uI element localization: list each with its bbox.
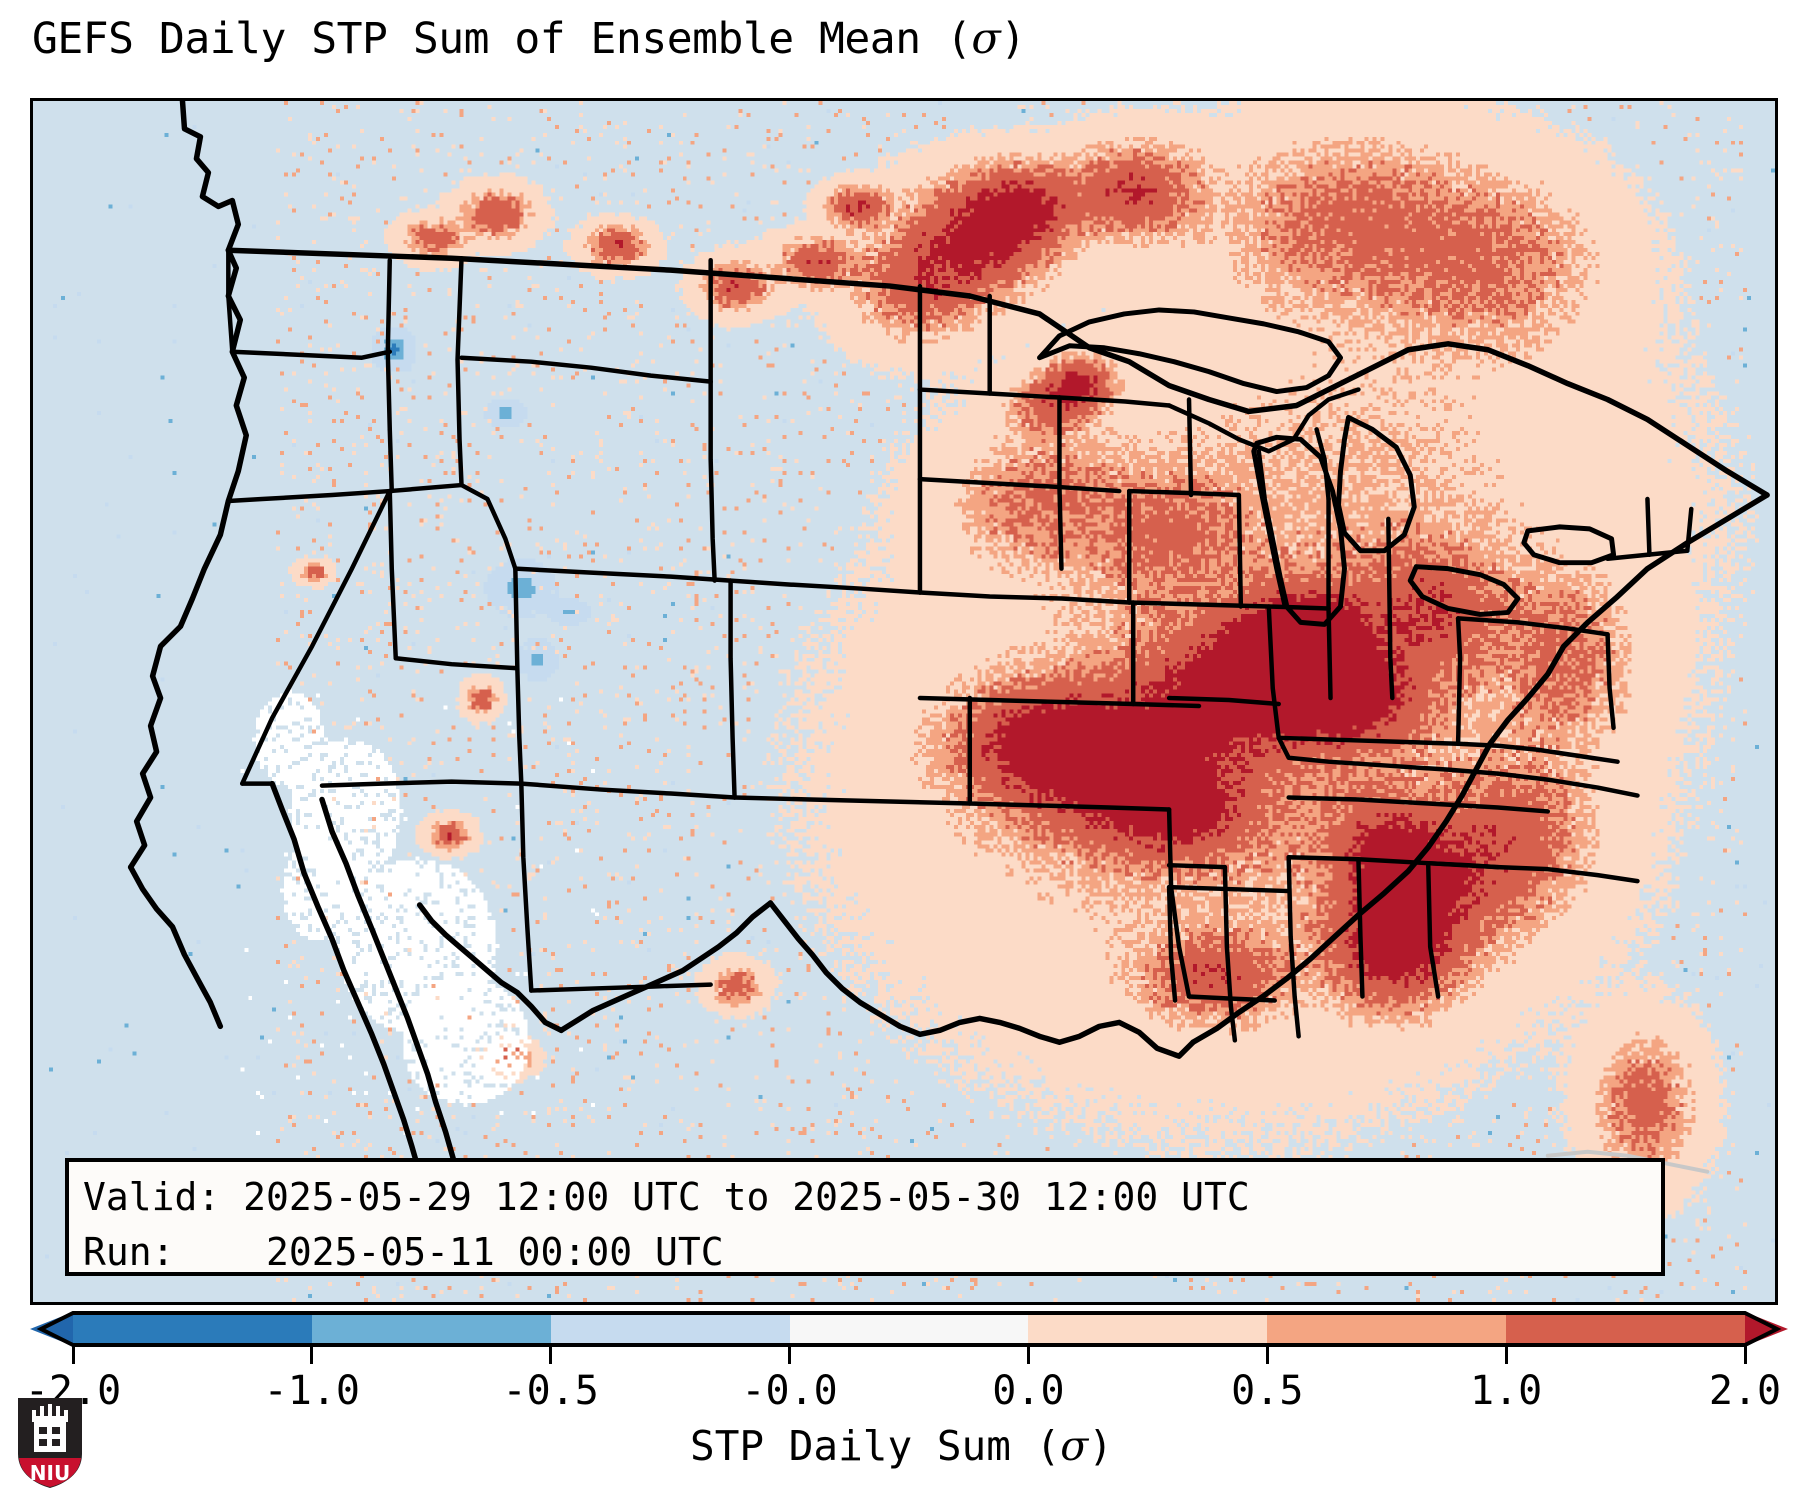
cbar-label-paren: ) — [1088, 1422, 1113, 1470]
colorbar-segment — [311, 1312, 551, 1346]
colorbar-tick — [1743, 1346, 1747, 1364]
page-title: STP Daily Sum (GEFS Daily STP Sum of Ens… — [32, 14, 1026, 64]
niu-logo: NIU — [18, 1398, 82, 1488]
colorbar-segment — [73, 1312, 312, 1346]
cbar-label-text: STP Daily Sum ( — [690, 1422, 1061, 1470]
niu-logo-text: NIU — [30, 1461, 70, 1485]
great-lakes-group — [1037, 307, 1617, 627]
map-canvas-container — [33, 101, 1775, 1302]
colorbar-axis-label: STP Daily Sum (σ) — [0, 1422, 1803, 1470]
colorbar-tick — [1026, 1346, 1030, 1364]
colorbar-segment — [1506, 1312, 1745, 1346]
title-close-paren: ) — [1000, 14, 1026, 64]
map-boundaries-layer — [127, 101, 1770, 1240]
info-annotation-box: Valid: 2025-05-29 12:00 UTC to 2025-05-3… — [65, 1158, 1665, 1276]
colorbar-gradient — [30, 1312, 1788, 1346]
colorbar-tick — [310, 1346, 314, 1364]
colorbar-segment — [789, 1312, 1029, 1346]
colorbar-tick — [1504, 1346, 1508, 1364]
state-boundaries-group — [226, 248, 1694, 1043]
valid-time-line: Valid: 2025-05-29 12:00 UTC to 2025-05-3… — [83, 1175, 1250, 1219]
colorbar-tick-label: 2.0 — [1708, 1368, 1782, 1414]
colorbar-segment — [550, 1312, 790, 1346]
colorbar-tick — [1265, 1346, 1269, 1364]
colorbar-tick-label: 0.5 — [1231, 1368, 1304, 1414]
cbar-sigma-symbol: σ — [1060, 1422, 1089, 1470]
colorbar-tick-label: -0.0 — [741, 1368, 838, 1414]
colorbar-segment — [1267, 1312, 1507, 1346]
sigma-symbol: σ — [971, 14, 1001, 64]
stp-heatmap-layer — [33, 101, 1775, 1302]
colorbar-segment — [1028, 1312, 1268, 1346]
colorbar-tick-label: 1.0 — [1470, 1368, 1543, 1414]
colorbar-tick-label: 0.0 — [992, 1368, 1065, 1414]
colorbar-tick — [788, 1346, 792, 1364]
colorbar-outline — [36, 1311, 1782, 1347]
coastline-group — [127, 101, 1770, 1240]
colorbar-tick — [71, 1346, 75, 1364]
colorbar-tick — [549, 1346, 553, 1364]
colorbar-tick-label: -0.5 — [502, 1368, 599, 1414]
run-time-line: Run: 2025-05-11 00:00 UTC — [83, 1230, 724, 1274]
colorbar[interactable]: -2.0 -1.0 -0.5 -0.0 0.0 0.5 1.0 2.0 — [25, 1311, 1788, 1414]
title-main: GEFS Daily STP Sum of Ensemble Mean ( — [32, 14, 972, 64]
colorbar-tick-label: -1.0 — [263, 1368, 361, 1414]
map-plot-area: Valid: 2025-05-29 12:00 UTC to 2025-05-3… — [30, 98, 1778, 1305]
